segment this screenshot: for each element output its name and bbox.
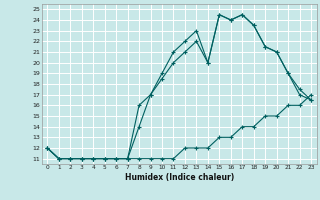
X-axis label: Humidex (Indice chaleur): Humidex (Indice chaleur) bbox=[124, 173, 234, 182]
